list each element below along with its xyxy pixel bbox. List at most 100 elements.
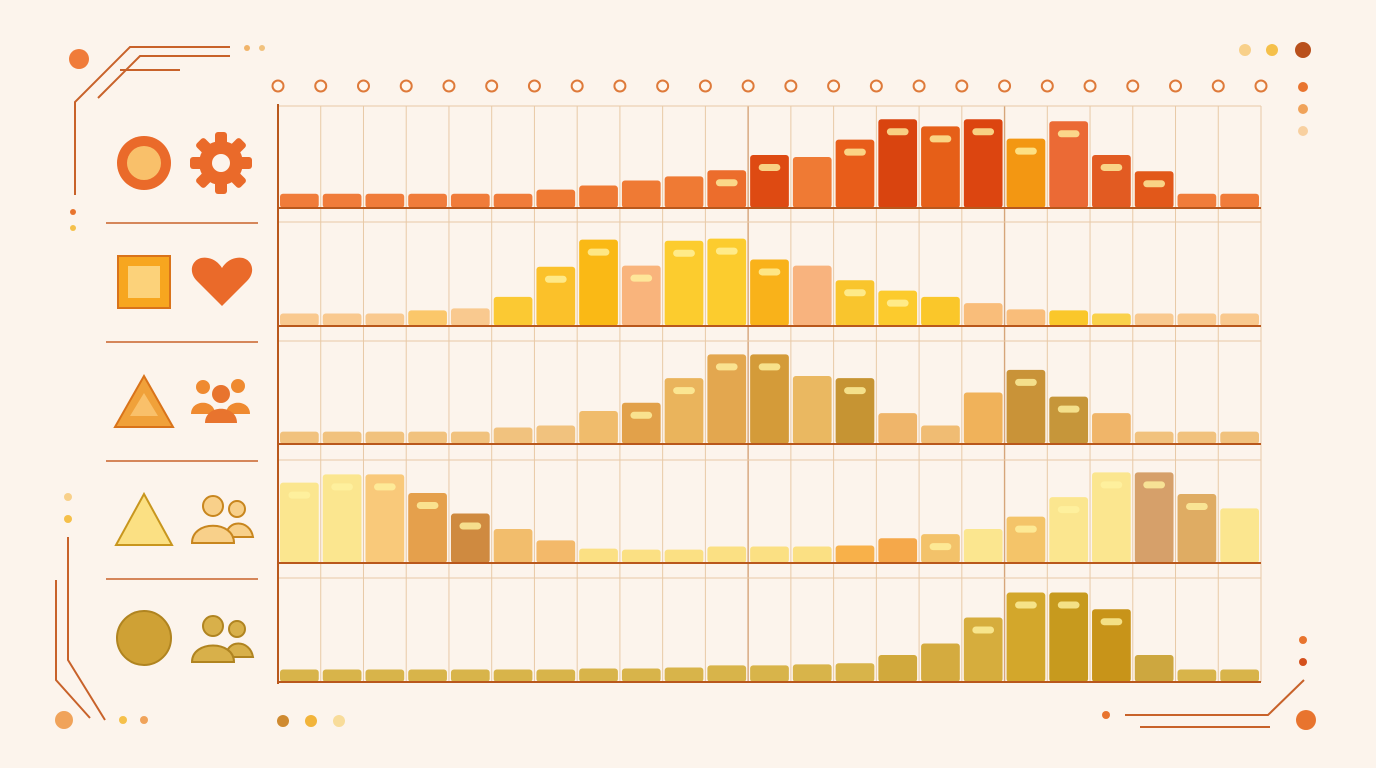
bar bbox=[536, 189, 576, 208]
bar bbox=[1092, 313, 1131, 326]
corner-bracket-top-left bbox=[74, 46, 230, 195]
decor-dot bbox=[1266, 44, 1278, 56]
bar bbox=[792, 546, 832, 563]
frame-decoration bbox=[55, 46, 1305, 728]
bar-highlight bbox=[758, 163, 781, 171]
bar bbox=[1049, 121, 1089, 208]
corner-bracket-bottom-left bbox=[67, 537, 106, 721]
bar bbox=[664, 549, 704, 563]
bar bbox=[1177, 493, 1217, 563]
circle-icon bbox=[116, 610, 172, 666]
column-marker-dot bbox=[314, 79, 328, 93]
bar bbox=[835, 139, 875, 208]
bar-highlight bbox=[288, 491, 311, 499]
column-marker-dot bbox=[399, 79, 413, 93]
bar bbox=[750, 546, 789, 563]
bar bbox=[664, 667, 704, 682]
decor-dot bbox=[64, 493, 72, 501]
bar bbox=[493, 193, 533, 208]
bar bbox=[1049, 310, 1089, 326]
bar bbox=[408, 669, 447, 682]
decor-dot bbox=[1298, 126, 1308, 136]
bar bbox=[579, 411, 618, 444]
decor-dot bbox=[119, 716, 127, 724]
bar-highlight bbox=[1015, 601, 1037, 609]
column-marker-dot bbox=[442, 79, 456, 93]
bar bbox=[1220, 669, 1259, 682]
bar bbox=[1092, 609, 1131, 682]
bar bbox=[792, 265, 832, 326]
bar bbox=[322, 193, 362, 208]
bar bbox=[579, 239, 618, 326]
bar-highlight bbox=[844, 387, 866, 395]
decor-dot bbox=[140, 716, 148, 724]
bar bbox=[963, 617, 1003, 682]
bar bbox=[664, 176, 704, 208]
bar-highlight bbox=[886, 128, 909, 136]
bar bbox=[750, 354, 789, 444]
decor-dot bbox=[64, 515, 72, 523]
bar bbox=[408, 193, 447, 208]
bar-highlight bbox=[1015, 525, 1037, 533]
triangle-outline-icon bbox=[114, 491, 174, 546]
bar bbox=[1006, 516, 1046, 563]
bar bbox=[963, 392, 1003, 444]
decor-dot bbox=[277, 715, 289, 727]
bar bbox=[750, 665, 789, 682]
bar-highlight bbox=[1100, 163, 1123, 171]
bar bbox=[707, 665, 747, 682]
bar bbox=[1177, 431, 1217, 444]
bar bbox=[579, 668, 618, 682]
bar-highlight bbox=[929, 135, 952, 143]
column-marker-dot bbox=[698, 79, 712, 93]
people-icon bbox=[190, 615, 255, 663]
bar bbox=[1134, 431, 1174, 444]
bar-highlight bbox=[1100, 481, 1123, 489]
bar bbox=[921, 126, 960, 208]
bar bbox=[835, 545, 875, 563]
decor-dot bbox=[244, 45, 250, 51]
grid-lines bbox=[277, 105, 1262, 682]
column-marker-dot bbox=[527, 79, 541, 93]
bar bbox=[664, 378, 704, 444]
legend-row-3 bbox=[113, 373, 250, 428]
bar bbox=[365, 474, 405, 563]
bar bbox=[621, 549, 661, 563]
bar bbox=[963, 119, 1003, 208]
corner-line-top-left bbox=[97, 55, 230, 99]
bar bbox=[536, 425, 576, 444]
column-marker-dot bbox=[1126, 79, 1140, 93]
bar bbox=[750, 259, 789, 326]
bar-highlight bbox=[630, 274, 653, 282]
circle-ring-icon bbox=[117, 136, 171, 190]
bar bbox=[450, 193, 490, 208]
bar-highlight bbox=[1057, 506, 1080, 514]
gear-icon bbox=[190, 132, 252, 194]
bar bbox=[493, 296, 533, 326]
bar bbox=[1006, 592, 1046, 682]
column-marker-dot bbox=[1083, 79, 1097, 93]
decor-dot bbox=[1295, 42, 1311, 58]
bar-highlight bbox=[459, 522, 482, 530]
column-marker-dots bbox=[271, 79, 1268, 93]
bar-highlight bbox=[416, 501, 439, 509]
bar bbox=[1220, 313, 1259, 326]
column-marker-dot bbox=[1040, 79, 1054, 93]
panel-baselines bbox=[277, 104, 1261, 684]
group-icon bbox=[191, 379, 250, 423]
decor-dot bbox=[1298, 104, 1308, 114]
bar bbox=[1177, 193, 1217, 208]
bar bbox=[1220, 508, 1259, 563]
column-marker-dot bbox=[955, 79, 969, 93]
square-icon bbox=[117, 255, 171, 309]
decor-dot bbox=[1299, 658, 1307, 666]
bar bbox=[536, 266, 576, 326]
bar bbox=[921, 425, 960, 444]
decor-dot bbox=[1298, 82, 1308, 92]
frame-dots bbox=[55, 42, 1316, 730]
bar bbox=[921, 643, 960, 682]
bar-marks bbox=[280, 119, 1259, 682]
bar bbox=[365, 669, 405, 682]
bar bbox=[493, 529, 533, 563]
legend-row-4 bbox=[114, 491, 255, 546]
